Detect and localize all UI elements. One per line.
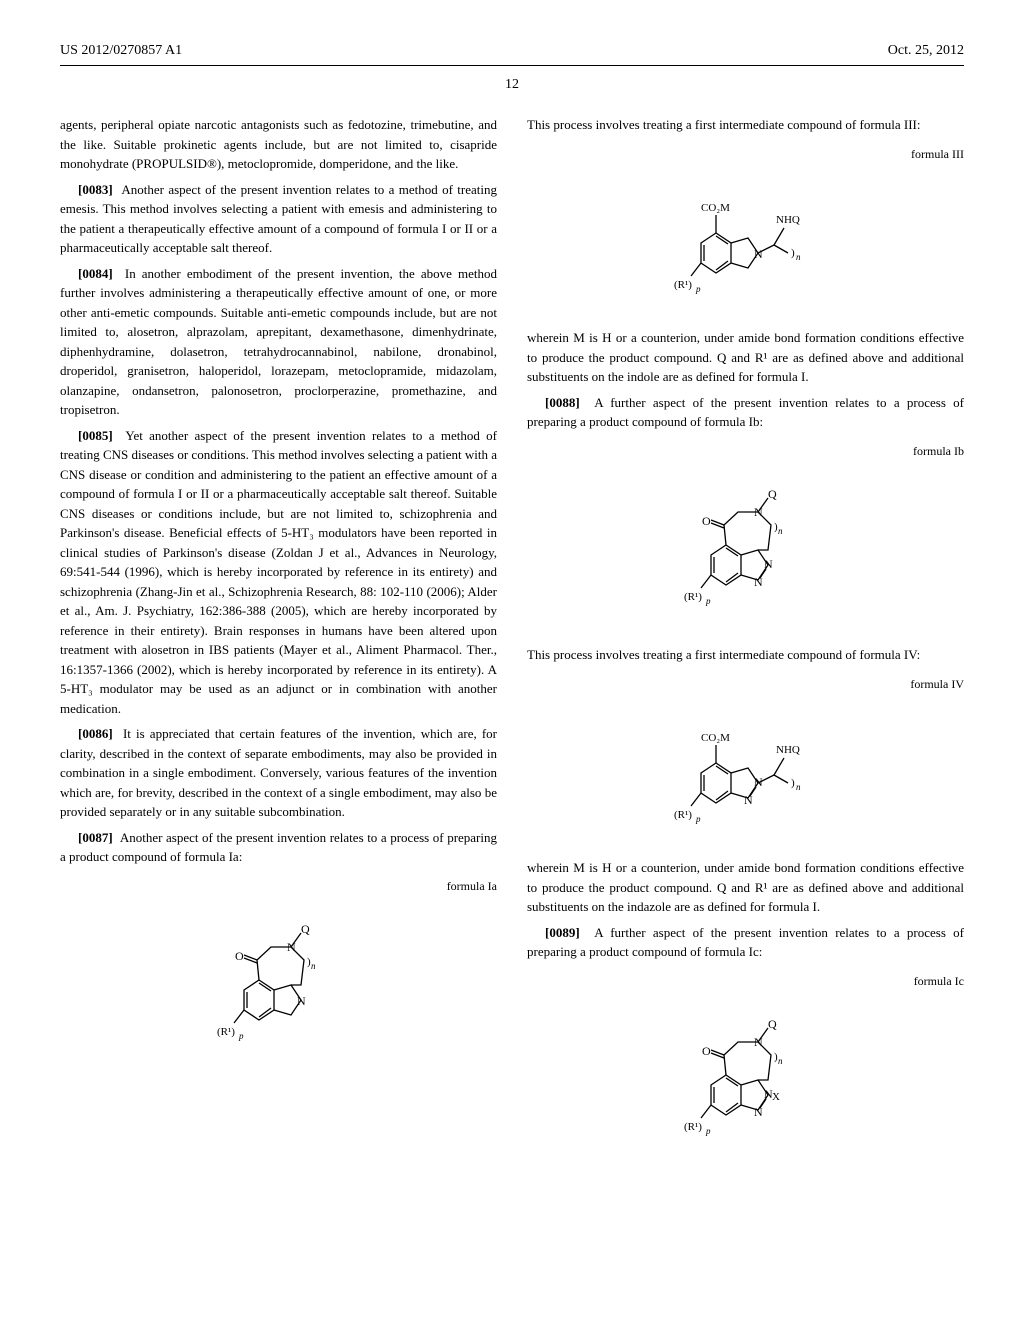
svg-text:(R¹): (R¹) [217, 1026, 235, 1038]
svg-text:n: n [311, 961, 316, 971]
svg-text:Q: Q [301, 922, 310, 936]
paragraph-text: A further aspect of the present inventio… [527, 925, 964, 960]
paragraph: [0083] Another aspect of the present inv… [60, 180, 497, 258]
para-number: [0088] [545, 395, 580, 410]
svg-text:(R¹): (R¹) [674, 809, 692, 821]
svg-text:N: N [754, 575, 763, 589]
publication-date: Oct. 25, 2012 [888, 40, 964, 61]
svg-text:p: p [705, 1126, 711, 1136]
svg-text:N: N [754, 1105, 763, 1119]
svg-text:N: N [754, 775, 763, 789]
paragraph-text: This process involves treating a first i… [527, 645, 964, 665]
svg-text:): ) [791, 247, 795, 259]
paragraph-text: Yet another aspect of the present invent… [60, 428, 497, 716]
paragraph-text: wherein M is H or a counterion, under am… [527, 328, 964, 387]
svg-text:(R¹): (R¹) [684, 1121, 702, 1133]
paragraph-text: agents, peripheral opiate narcotic antag… [60, 115, 497, 174]
svg-text:X: X [772, 1091, 780, 1103]
left-column: agents, peripheral opiate narcotic antag… [60, 115, 497, 1175]
chemical-structure-Ic: O N Q N N X ) n (R¹) p [527, 1000, 964, 1156]
page-header: US 2012/0270857 A1 Oct. 25, 2012 [60, 40, 964, 66]
patent-number: US 2012/0270857 A1 [60, 40, 182, 61]
para-number: [0087] [78, 830, 113, 845]
paragraph-text: This process involves treating a first i… [527, 115, 964, 135]
svg-text:CO₂M: CO₂M [701, 202, 730, 214]
formula-label: formula Ia [60, 877, 497, 895]
svg-text:n: n [778, 526, 783, 536]
svg-text:p: p [695, 284, 701, 294]
svg-text:p: p [705, 596, 711, 606]
svg-text:O: O [235, 949, 244, 963]
paragraph-text: Another aspect of the present invention … [60, 830, 497, 865]
svg-text:n: n [796, 252, 801, 262]
svg-text:N: N [754, 1035, 763, 1049]
svg-text:(R¹): (R¹) [674, 279, 692, 291]
para-number: [0083] [78, 182, 113, 197]
svg-text:NHQ: NHQ [776, 744, 800, 756]
svg-text:p: p [238, 1031, 244, 1041]
chemical-structure-Ib: O N Q N N ) n (R¹) p [527, 470, 964, 626]
paragraph: [0085] Yet another aspect of the present… [60, 426, 497, 719]
chemical-structure-III: CO₂M NHQ N ) n (R¹) p [527, 173, 964, 309]
formula-label: formula Ic [527, 972, 964, 990]
svg-text:p: p [695, 814, 701, 824]
para-number: [0085] [78, 428, 113, 443]
chemical-structure-IV: CO₂M NHQ N N ) n (R¹) p [527, 703, 964, 839]
svg-text:Q: Q [768, 487, 777, 501]
paragraph: [0087] Another aspect of the present inv… [60, 828, 497, 867]
svg-text:N: N [744, 793, 753, 807]
svg-text:n: n [796, 782, 801, 792]
paragraph-text: In another embodiment of the present inv… [60, 266, 497, 418]
svg-text:N: N [297, 994, 306, 1008]
svg-text:n: n [778, 1056, 783, 1066]
svg-text:O: O [702, 514, 711, 528]
svg-text:(R¹): (R¹) [684, 591, 702, 603]
paragraph: [0086] It is appreciated that certain fe… [60, 724, 497, 822]
paragraph-text: Another aspect of the present invention … [60, 182, 497, 256]
para-number: [0086] [78, 726, 113, 741]
formula-label: formula IV [527, 675, 964, 693]
two-column-content: agents, peripheral opiate narcotic antag… [60, 115, 964, 1175]
page-number: 12 [60, 74, 964, 95]
paragraph-text: wherein M is H or a counterion, under am… [527, 858, 964, 917]
paragraph-text: It is appreciated that certain features … [60, 726, 497, 819]
svg-text:N: N [754, 247, 763, 261]
svg-text:NHQ: NHQ [776, 214, 800, 226]
svg-text:O: O [702, 1044, 711, 1058]
svg-text:N: N [287, 940, 296, 954]
paragraph-text: A further aspect of the present inventio… [527, 395, 964, 430]
svg-text:N: N [754, 505, 763, 519]
formula-label: formula III [527, 145, 964, 163]
paragraph: [0088] A further aspect of the present i… [527, 393, 964, 432]
svg-text:CO₂M: CO₂M [701, 732, 730, 744]
paragraph: [0089] A further aspect of the present i… [527, 923, 964, 962]
paragraph: [0084] In another embodiment of the pres… [60, 264, 497, 420]
para-number: [0089] [545, 925, 580, 940]
formula-label: formula Ib [527, 442, 964, 460]
svg-text:): ) [791, 777, 795, 789]
chemical-structure-Ia: O N Q N ) n (R¹) p [60, 905, 497, 1061]
svg-text:Q: Q [768, 1017, 777, 1031]
para-number: [0084] [78, 266, 113, 281]
right-column: This process involves treating a first i… [527, 115, 964, 1175]
svg-text:N: N [764, 557, 773, 571]
